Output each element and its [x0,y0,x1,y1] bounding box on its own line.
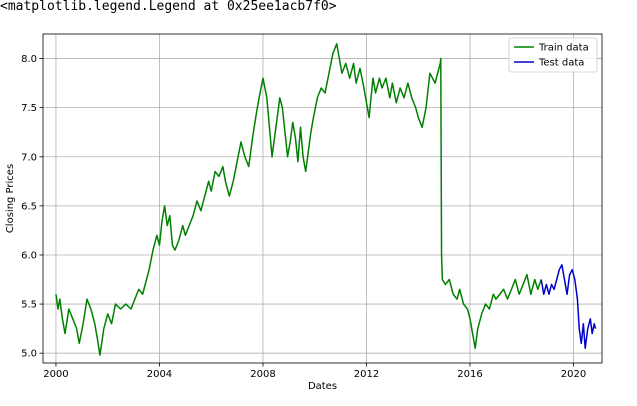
y-tick-label: 5.5 [21,300,37,311]
y-tick-label: 7.0 [21,152,37,163]
y-tick-label: 8.0 [21,54,37,65]
x-tick-label: 2012 [354,369,379,380]
axis-ticks: 2000 2004 2008 2012 2016 2020 5.0 5.5 6.0 6.5 7.0 7… [21,54,586,380]
plot-frame [42,33,603,364]
legend: Train data Test data [508,37,598,73]
legend-label-test-data: Test data [538,58,584,69]
x-tick-label: 2008 [250,369,275,380]
y-tick-label: 6.0 [21,250,37,261]
y-tick-label: 5.0 [21,349,37,360]
x-tick-label: 2016 [457,369,482,380]
train-data-line [55,43,542,356]
legend-label-train-data: Train data [538,43,589,54]
y-tick-label: 6.5 [21,201,37,212]
grid [43,34,602,363]
x-tick-label: 2000 [43,369,68,380]
y-tick-label: 7.5 [21,103,37,114]
cell-output-text: <matplotlib.legend.Legend at 0x25ee1acb7… [0,0,337,14]
y-axis-label: Closing Prices [5,164,16,233]
plot-lines [55,43,597,356]
x-tick-label: 2004 [147,369,172,380]
x-axis-label: Dates [308,381,337,392]
x-tick-label: 2020 [561,369,586,380]
test-data-line [540,264,597,350]
